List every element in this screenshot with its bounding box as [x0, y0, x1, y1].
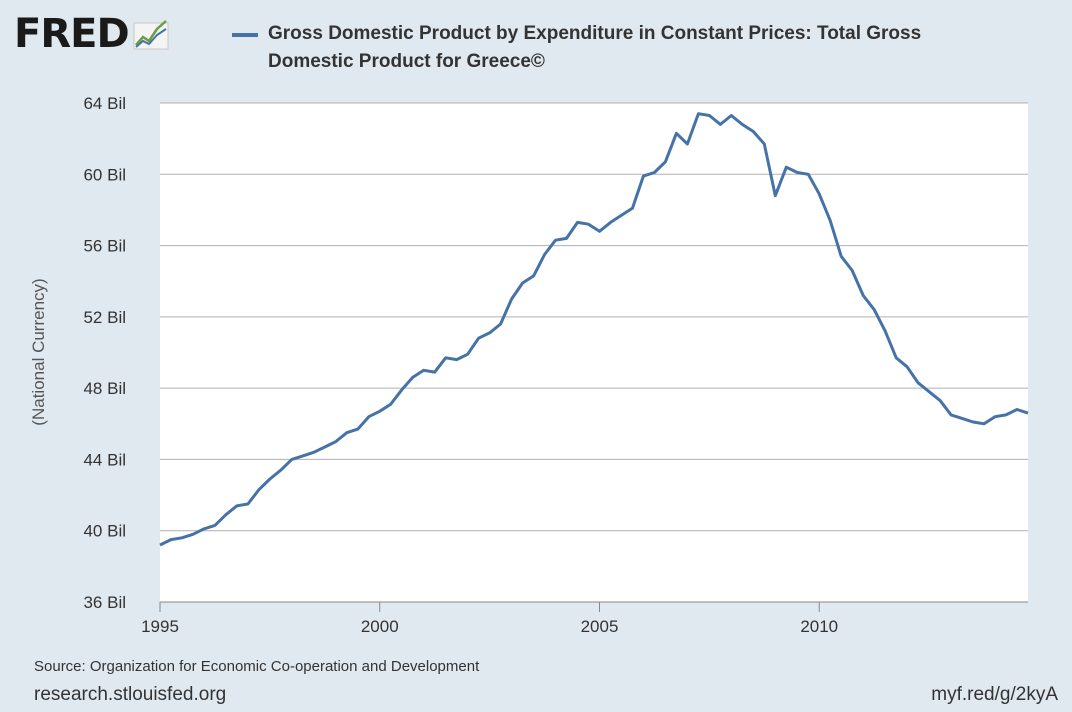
x-axis-labels: 1995 2000 2005 2010	[141, 617, 838, 636]
y-tick-label: 64 Bil	[83, 94, 126, 113]
graph-icon	[133, 20, 169, 50]
site-link[interactable]: research.stlouisfed.org	[34, 684, 227, 705]
x-tick-label: 2005	[581, 617, 619, 636]
x-tick-label: 1995	[141, 617, 179, 636]
y-tick-label: 36 Bil	[83, 593, 126, 612]
plot-area	[160, 103, 1028, 602]
legend-swatch	[232, 33, 258, 37]
y-tick-label: 40 Bil	[83, 522, 126, 541]
x-tick-label: 2010	[800, 617, 838, 636]
short-link[interactable]: myf.red/g/2kyA	[931, 684, 1058, 705]
source-note: Source: Organization for Economic Co-ope…	[34, 658, 480, 675]
chart-legend: Gross Domestic Product by Expenditure in…	[232, 20, 992, 76]
y-tick-label: 44 Bil	[83, 450, 126, 469]
fred-logo[interactable]: FRED	[14, 12, 171, 56]
y-axis-labels: 36 Bil 40 Bil 44 Bil 48 Bil 52 Bil 56 Bil 60 B…	[83, 94, 126, 612]
y-tick-label: 56 Bil	[83, 237, 126, 256]
fred-logo-text: FRED	[14, 11, 130, 57]
legend-series-label: Gross Domestic Product by Expenditure in…	[268, 23, 922, 72]
x-tick-label: 2000	[361, 617, 399, 636]
y-tick-label: 52 Bil	[83, 308, 126, 327]
y-axis-title: (National Currency)	[29, 278, 48, 425]
grid-lines	[160, 102, 1028, 532]
y-tick-label: 48 Bil	[83, 379, 126, 398]
x-axis-ticks	[159, 602, 820, 612]
y-tick-label: 60 Bil	[83, 165, 126, 184]
series-group	[159, 112, 1029, 547]
series-line	[159, 112, 1029, 547]
